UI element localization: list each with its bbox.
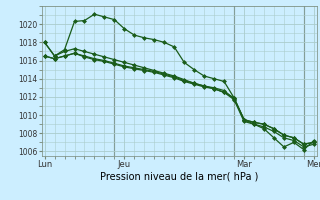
X-axis label: Pression niveau de la mer( hPa ): Pression niveau de la mer( hPa ): [100, 172, 258, 182]
